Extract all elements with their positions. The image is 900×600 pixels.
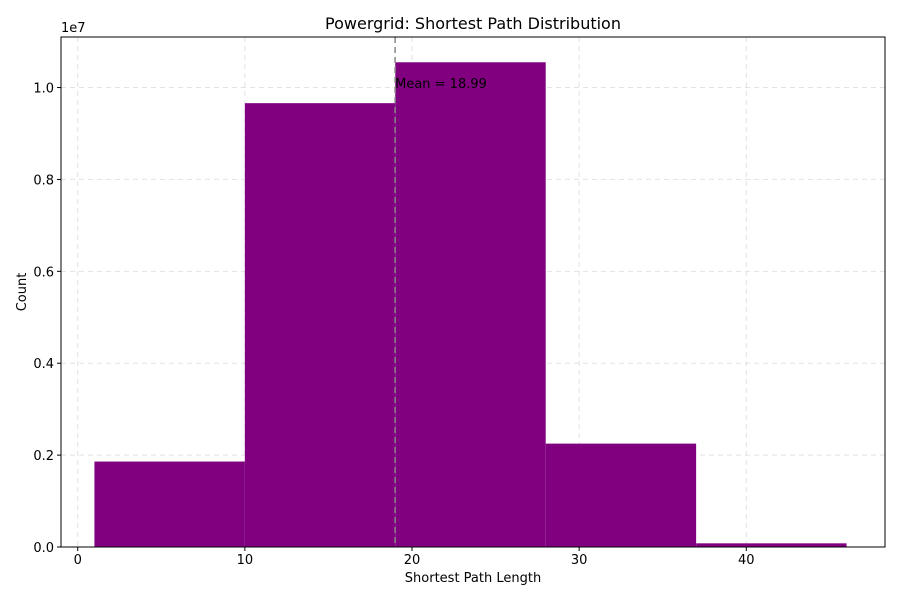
x-tick-label-2: 20 (404, 553, 421, 568)
x-tick-label-1: 10 (237, 553, 254, 568)
x-tick-label-0: 0 (74, 553, 82, 568)
plot-frame (60, 36, 886, 548)
x-axis-ticks: 0 10 20 30 40 (74, 547, 755, 568)
y-axis-offset-label: 1e7 (61, 21, 86, 36)
y-tick-label-4: 0.8 (33, 173, 54, 188)
chart-title: Powergrid: Shortest Path Distribution (325, 14, 621, 33)
bar-2 (395, 62, 546, 548)
bar-4 (696, 543, 847, 547)
y-axis-label: Count (15, 273, 30, 312)
y-axis-ticks: 0.0 0.2 0.4 0.6 0.8 1.0 (33, 82, 61, 556)
bars (94, 62, 847, 548)
bar-3 (545, 443, 697, 547)
bar-1 (244, 103, 396, 547)
x-axis-label: Shortest Path Length (405, 571, 541, 586)
mean-label: Mean = 18.99 (395, 77, 487, 92)
y-tick-label-5: 1.0 (33, 82, 54, 97)
y-tick-label-0: 0.0 (33, 541, 54, 556)
y-tick-label-3: 0.6 (33, 265, 54, 280)
x-tick-label-4: 40 (738, 553, 755, 568)
bar-0 (94, 461, 245, 547)
y-tick-label-1: 0.2 (33, 449, 54, 464)
x-tick-label-3: 30 (571, 553, 588, 568)
y-tick-label-2: 0.4 (33, 357, 54, 372)
